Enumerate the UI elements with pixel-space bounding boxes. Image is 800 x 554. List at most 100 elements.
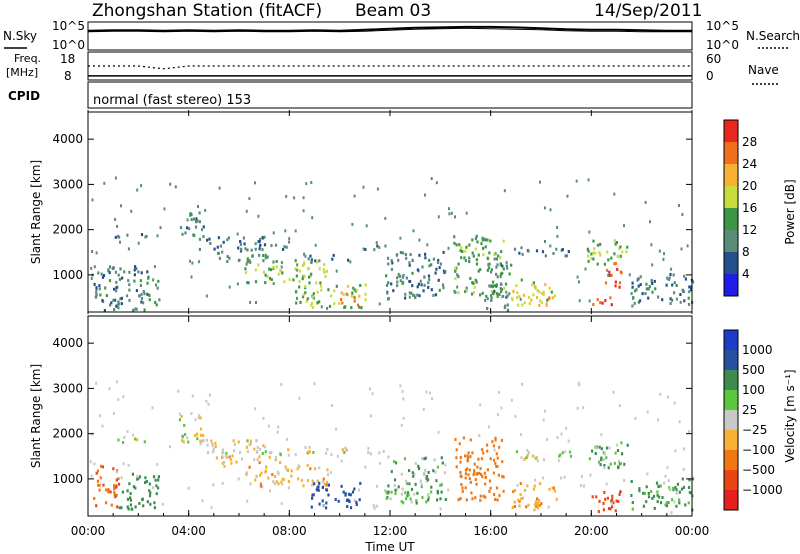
heatmap-cell [209, 242, 212, 245]
heatmap-cell [577, 381, 580, 385]
heatmap-cell [631, 304, 634, 308]
heatmap-cell [378, 302, 381, 306]
heatmap-cell [508, 292, 511, 296]
heatmap-cell [417, 282, 420, 286]
heatmap-cell [237, 246, 240, 250]
heatmap-cell [238, 258, 241, 262]
heatmap-cell [269, 276, 272, 280]
heatmap-cell [483, 471, 486, 475]
heatmap-cell [402, 501, 405, 505]
heatmap-cell [642, 491, 645, 495]
heatmap-cell [471, 281, 474, 285]
heatmap-cell [510, 398, 513, 402]
heatmap-cell [515, 284, 518, 288]
heatmap-cell [426, 243, 429, 247]
heatmap-cell [494, 498, 497, 501]
heatmap-cell [501, 474, 504, 478]
heatmap-cell [628, 273, 631, 277]
heatmap-cell [643, 492, 646, 495]
heatmap-cell [320, 288, 323, 292]
heatmap-cell [218, 256, 221, 260]
heatmap-cell [617, 465, 620, 469]
heatmap-cell [237, 440, 240, 444]
heatmap-cell [120, 476, 123, 480]
heatmap-cell [494, 461, 497, 465]
heatmap-cell [631, 501, 634, 504]
heatmap-cell [97, 483, 100, 487]
heatmap-cell [115, 286, 118, 290]
heatmap-cell [495, 265, 498, 269]
heatmap-cell [355, 288, 358, 292]
heatmap-cell [401, 275, 404, 279]
heatmap-cell [665, 283, 668, 287]
heatmap-cell [533, 484, 536, 488]
heatmap-cell [459, 471, 462, 474]
heatmap-cell [513, 247, 517, 251]
heatmap-cell [582, 406, 585, 410]
heatmap-cell [425, 479, 428, 483]
heatmap-cell [95, 288, 98, 292]
heatmap-cell [683, 299, 686, 303]
heatmap-cell [475, 262, 478, 266]
heatmap-cell [484, 475, 487, 479]
freq-tick-top: 18 [60, 52, 75, 66]
heatmap-cell [540, 502, 543, 506]
heatmap-cell [424, 252, 427, 256]
heatmap-cell [239, 240, 242, 243]
heatmap-cell [477, 269, 480, 273]
heatmap-cell [413, 294, 416, 297]
heatmap-cell [621, 452, 624, 456]
heatmap-cell [439, 497, 442, 501]
heatmap-cell [471, 497, 474, 501]
heatmap-cell [527, 503, 530, 507]
heatmap-cell [249, 260, 252, 264]
heatmap-cell [472, 290, 476, 294]
heatmap-cell [389, 497, 392, 501]
heatmap-cell [533, 508, 536, 512]
heatmap-cell [653, 279, 656, 283]
heatmap-cell [464, 486, 467, 490]
heatmap-cell [427, 478, 430, 482]
heatmap-cell [272, 260, 275, 264]
heatmap-cell [492, 458, 496, 462]
heatmap-cell [326, 468, 329, 472]
colorbar-tick-label: −100 [742, 443, 775, 457]
heatmap-cell [415, 501, 418, 505]
heatmap-cell [304, 291, 307, 295]
heatmap-cell [645, 500, 648, 504]
heatmap-cell [314, 243, 317, 247]
heatmap-cell [675, 491, 678, 495]
heatmap-cell [455, 448, 458, 452]
heatmap-cell [623, 224, 625, 228]
heatmap-cell [112, 411, 115, 415]
heatmap-cell [614, 242, 617, 246]
heatmap-cell [606, 268, 609, 272]
heatmap-cell [349, 260, 352, 264]
heatmap-cell [376, 244, 379, 248]
heatmap-cell [101, 275, 105, 279]
heatmap-cell [307, 257, 310, 261]
heatmap-cell [587, 259, 590, 263]
heatmap-cell [288, 240, 291, 244]
heatmap-cell [155, 283, 157, 287]
heatmap-cell [419, 279, 422, 283]
heatmap-cell [316, 301, 319, 305]
heatmap-cell [410, 291, 413, 295]
heatmap-cell [246, 499, 249, 503]
heatmap-cell [242, 236, 245, 240]
heatmap-cell [610, 273, 613, 277]
heatmap-cell [670, 267, 673, 271]
heatmap-cell [664, 503, 667, 507]
heatmap-cell [457, 291, 460, 295]
heatmap-cell [410, 487, 414, 491]
heatmap-cell [500, 250, 503, 254]
heatmap-cell [639, 299, 642, 303]
heatmap-cell [474, 237, 477, 241]
heatmap-cell [120, 204, 122, 208]
heatmap-cell [246, 257, 249, 261]
heatmap-cell [489, 457, 492, 461]
heatmap-cell [347, 258, 350, 262]
heatmap-cell [412, 293, 415, 297]
heatmap-cell [416, 491, 419, 495]
heatmap-cell [618, 493, 621, 496]
